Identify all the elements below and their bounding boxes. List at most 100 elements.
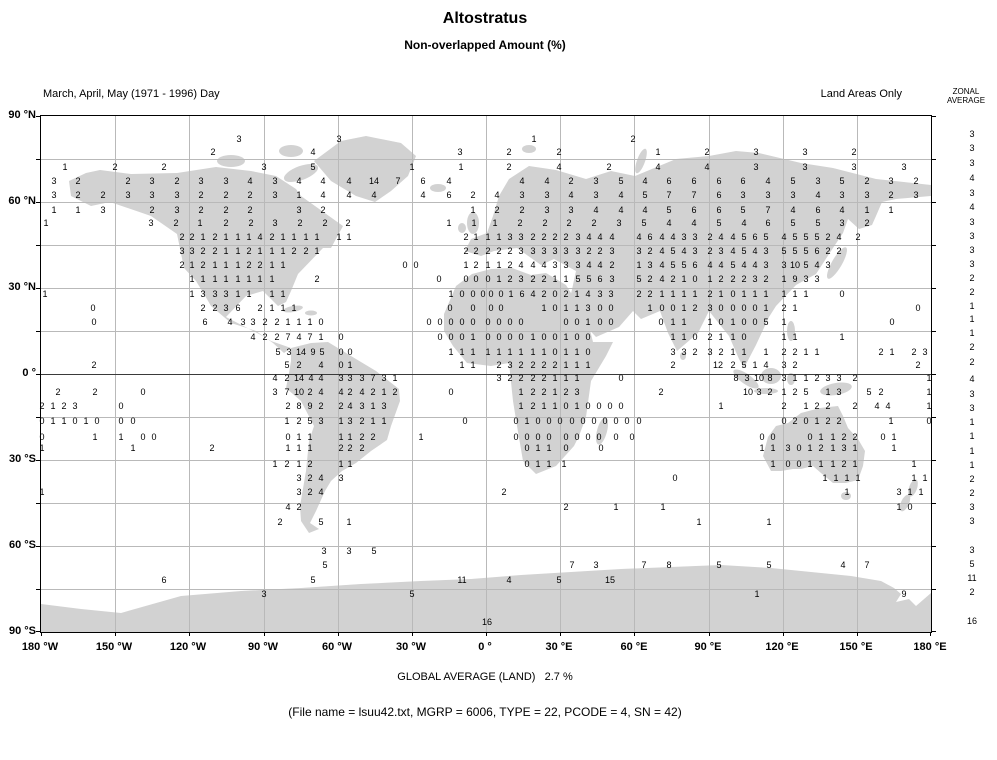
grid-value: 1 — [759, 443, 765, 453]
grid-value: 2 — [841, 459, 847, 469]
grid-value: 1 — [223, 274, 229, 284]
grid-value: 3 — [765, 190, 771, 200]
grid-value: 3 — [296, 205, 302, 215]
grid-value: 3 — [296, 487, 302, 497]
grid-value: 3 — [802, 162, 808, 172]
y-axis-tick — [931, 159, 936, 160]
grid-value: 1 — [485, 232, 491, 242]
island-novaya-zemlya — [635, 148, 647, 174]
grid-value: 4 — [752, 260, 758, 270]
grid-value: 3 — [507, 360, 513, 370]
grid-value: 7 — [284, 387, 290, 397]
grid-value: 3 — [781, 373, 787, 383]
grid-value: 1 — [338, 459, 344, 469]
grid-value: 5 — [556, 575, 562, 585]
y-axis-tick — [36, 331, 41, 332]
grid-value: 2 — [707, 246, 713, 256]
parallel-gridline — [41, 589, 931, 590]
grid-value: 2 — [647, 246, 653, 256]
zonal-average-value: 1 — [969, 314, 975, 324]
grid-value: 1 — [803, 347, 809, 357]
grid-value: 2 — [212, 232, 218, 242]
grid-value: 4 — [247, 176, 253, 186]
grid-value: 1 — [269, 303, 275, 313]
grid-value: 0 — [72, 416, 78, 426]
grid-value: 4 — [781, 232, 787, 242]
grid-value: 0 — [730, 289, 736, 299]
grid-value: 1 — [864, 205, 870, 215]
grid-value: 6 — [161, 575, 167, 585]
grid-value: 5 — [642, 190, 648, 200]
grid-value: 2 — [320, 205, 326, 215]
grid-value: 3 — [338, 373, 344, 383]
grid-value: 1 — [296, 459, 302, 469]
grid-value: 4 — [885, 401, 891, 411]
grid-value: 5 — [636, 274, 642, 284]
grid-value: 7 — [307, 332, 313, 342]
grid-value: 1 — [235, 289, 241, 299]
grid-value: 1 — [888, 205, 894, 215]
grid-value: 2 — [781, 303, 787, 313]
grid-value: 0 — [563, 432, 569, 442]
grid-value: 2 — [39, 401, 45, 411]
grid-value: 5 — [275, 347, 281, 357]
grid-value: 7 — [569, 560, 575, 570]
grid-value: 3 — [381, 373, 387, 383]
grid-value: 4 — [371, 190, 377, 200]
grid-value: 0 — [546, 416, 552, 426]
grid-value: 0 — [524, 459, 530, 469]
grid-value: 3 — [896, 487, 902, 497]
grid-value: 7 — [641, 560, 647, 570]
grid-value: 2 — [518, 373, 524, 383]
grid-value: 2 — [212, 303, 218, 313]
grid-value: 4 — [530, 289, 536, 299]
grid-value: 0 — [624, 416, 630, 426]
grid-value: 4 — [506, 575, 512, 585]
zonal-average-value: 3 — [969, 389, 975, 399]
grid-value: 3 — [261, 589, 267, 599]
grid-value: 1 — [347, 360, 353, 370]
x-axis-label: 180 °E — [913, 641, 947, 653]
grid-value: 2 — [730, 360, 736, 370]
grid-value: 0 — [602, 416, 608, 426]
grid-value: 3 — [272, 176, 278, 186]
grid-value: 1 — [613, 502, 619, 512]
grid-value: 1 — [409, 162, 415, 172]
grid-value: 2 — [530, 401, 536, 411]
grid-value: 0 — [563, 401, 569, 411]
grid-value: 0 — [796, 459, 802, 469]
grid-value: 0 — [535, 432, 541, 442]
grid-value: 1 — [459, 347, 465, 357]
grid-value: 2 — [530, 232, 536, 242]
grid-value: 2 — [741, 274, 747, 284]
grid-value: 1 — [303, 232, 309, 242]
grid-value: 3 — [851, 162, 857, 172]
grid-value: 2 — [284, 373, 290, 383]
grid-value: 1 — [563, 303, 569, 313]
grid-value: 2 — [470, 190, 476, 200]
grid-value: 2 — [307, 473, 313, 483]
grid-value: 3 — [815, 176, 821, 186]
x-axis-tick — [930, 632, 931, 636]
grid-value: 1 — [563, 347, 569, 357]
grid-value: 4 — [544, 176, 550, 186]
grid-value: 2 — [212, 246, 218, 256]
grid-value: 2 — [200, 303, 206, 313]
grid-value: 1 — [888, 416, 894, 426]
grid-value: 0 — [585, 432, 591, 442]
grid-value: 2 — [718, 274, 724, 284]
grid-value: 0 — [485, 317, 491, 327]
grid-value: 1 — [855, 473, 861, 483]
grid-value: 2 — [552, 232, 558, 242]
grid-value: 1 — [792, 289, 798, 299]
grid-value: 0 — [741, 303, 747, 313]
zonal-average-value: 1 — [969, 460, 975, 470]
grid-value: 1 — [471, 218, 477, 228]
grid-value: 1 — [246, 289, 252, 299]
grid-value: 2 — [707, 232, 713, 242]
y-axis-tick — [931, 589, 936, 590]
grid-value: 7 — [395, 176, 401, 186]
grid-value: 0 — [485, 332, 491, 342]
grid-value: 0 — [718, 317, 724, 327]
grid-value: 4 — [704, 162, 710, 172]
